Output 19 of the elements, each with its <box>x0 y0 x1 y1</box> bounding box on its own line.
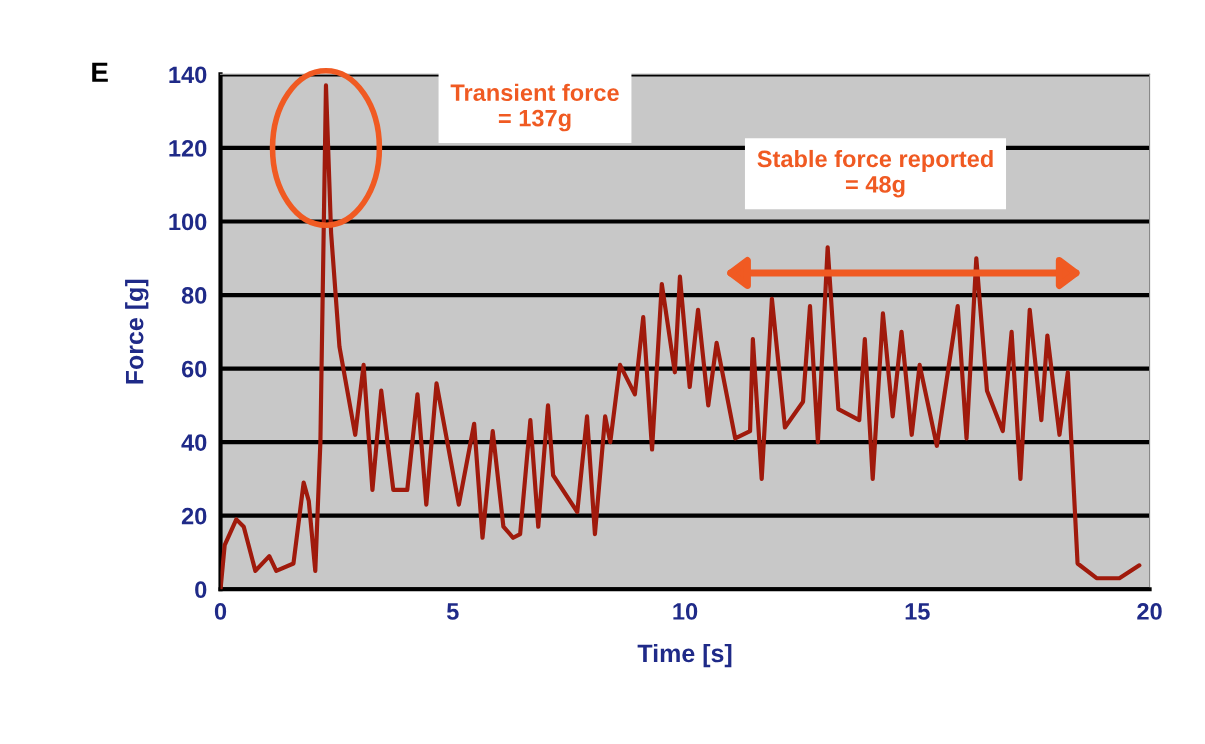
y-tick-label: 120 <box>169 140 207 157</box>
y-tick-label: 20 <box>181 507 207 525</box>
y-tick-label: 0 <box>195 581 207 599</box>
y-tick-label: 60 <box>181 360 207 378</box>
y-tick-label: 140 <box>169 66 207 84</box>
x-axis-title: Time [s] <box>637 643 732 668</box>
x-tick-label: 10 <box>673 603 698 620</box>
y-tick-label: 40 <box>181 434 207 451</box>
annotation: Stable force reported = 48g <box>757 149 993 198</box>
x-tick-label: 0 <box>214 603 227 620</box>
y-axis-title: Force [g] <box>125 279 149 384</box>
y-tick-label: 80 <box>181 287 207 304</box>
y-tick-label: 100 <box>169 213 207 231</box>
text: E <box>92 62 108 82</box>
x-tick-label: 5 <box>446 603 459 620</box>
line-series <box>220 83 1142 590</box>
x-tick-label: 20 <box>1137 603 1162 620</box>
x-tick-label: 15 <box>905 603 930 620</box>
annotation: Transient force = 137g <box>450 83 619 132</box>
